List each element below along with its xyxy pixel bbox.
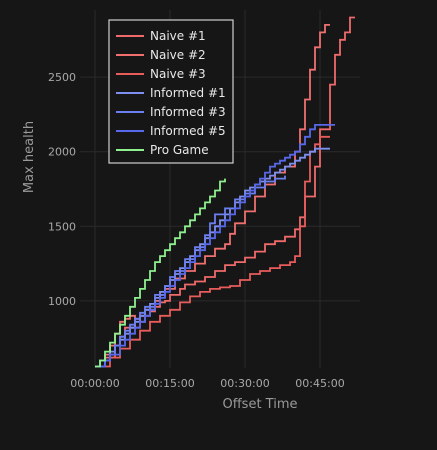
legend-item[interactable]: Naive #2 xyxy=(116,48,206,62)
x-tick-label: 00:45:00 xyxy=(295,377,344,390)
series-line-pro-game xyxy=(95,178,226,368)
legend-label: Naive #2 xyxy=(150,48,206,62)
y-tick-label: 1000 xyxy=(48,295,76,308)
legend-item[interactable]: Informed #5 xyxy=(116,124,226,138)
series-line-informed-5 xyxy=(95,124,335,368)
legend-label: Pro Game xyxy=(150,143,209,157)
legend-label: Informed #3 xyxy=(150,105,226,119)
series-line-naive-3 xyxy=(95,135,330,368)
legend-label: Informed #1 xyxy=(150,86,226,100)
x-tick-label: 00:30:00 xyxy=(220,377,269,390)
legend-label: Informed #5 xyxy=(150,124,226,138)
legend-item[interactable]: Informed #3 xyxy=(116,105,226,119)
x-tick-label: 00:00:00 xyxy=(70,377,119,390)
legend-box xyxy=(108,19,234,164)
series-line-informed-3 xyxy=(95,175,286,368)
legend-label: Naive #3 xyxy=(150,67,206,81)
series-layer xyxy=(95,16,355,368)
y-tick-label: 2500 xyxy=(48,71,76,84)
legend-item[interactable]: Naive #3 xyxy=(116,67,206,81)
y-tick-label: 2000 xyxy=(48,146,76,159)
x-axis-title: Offset Time xyxy=(222,397,297,412)
tick-labels: 1000 1500 2000 2500 00:00:00 00:15:00 00:30:00… xyxy=(48,71,345,390)
x-tick-label: 00:15:00 xyxy=(145,377,194,390)
series-line-naive-2 xyxy=(95,24,330,368)
legend[interactable]: Naive #1 Naive #2 Naive #3 Informed #1 Infor… xyxy=(108,19,234,164)
legend-item[interactable]: Naive #1 xyxy=(116,29,206,43)
legend-item[interactable]: Informed #1 xyxy=(116,86,226,100)
legend-item[interactable]: Pro Game xyxy=(116,143,209,157)
y-axis-title: Max health xyxy=(22,121,37,193)
y-tick-label: 1500 xyxy=(48,220,76,233)
legend-label: Naive #1 xyxy=(150,29,206,43)
